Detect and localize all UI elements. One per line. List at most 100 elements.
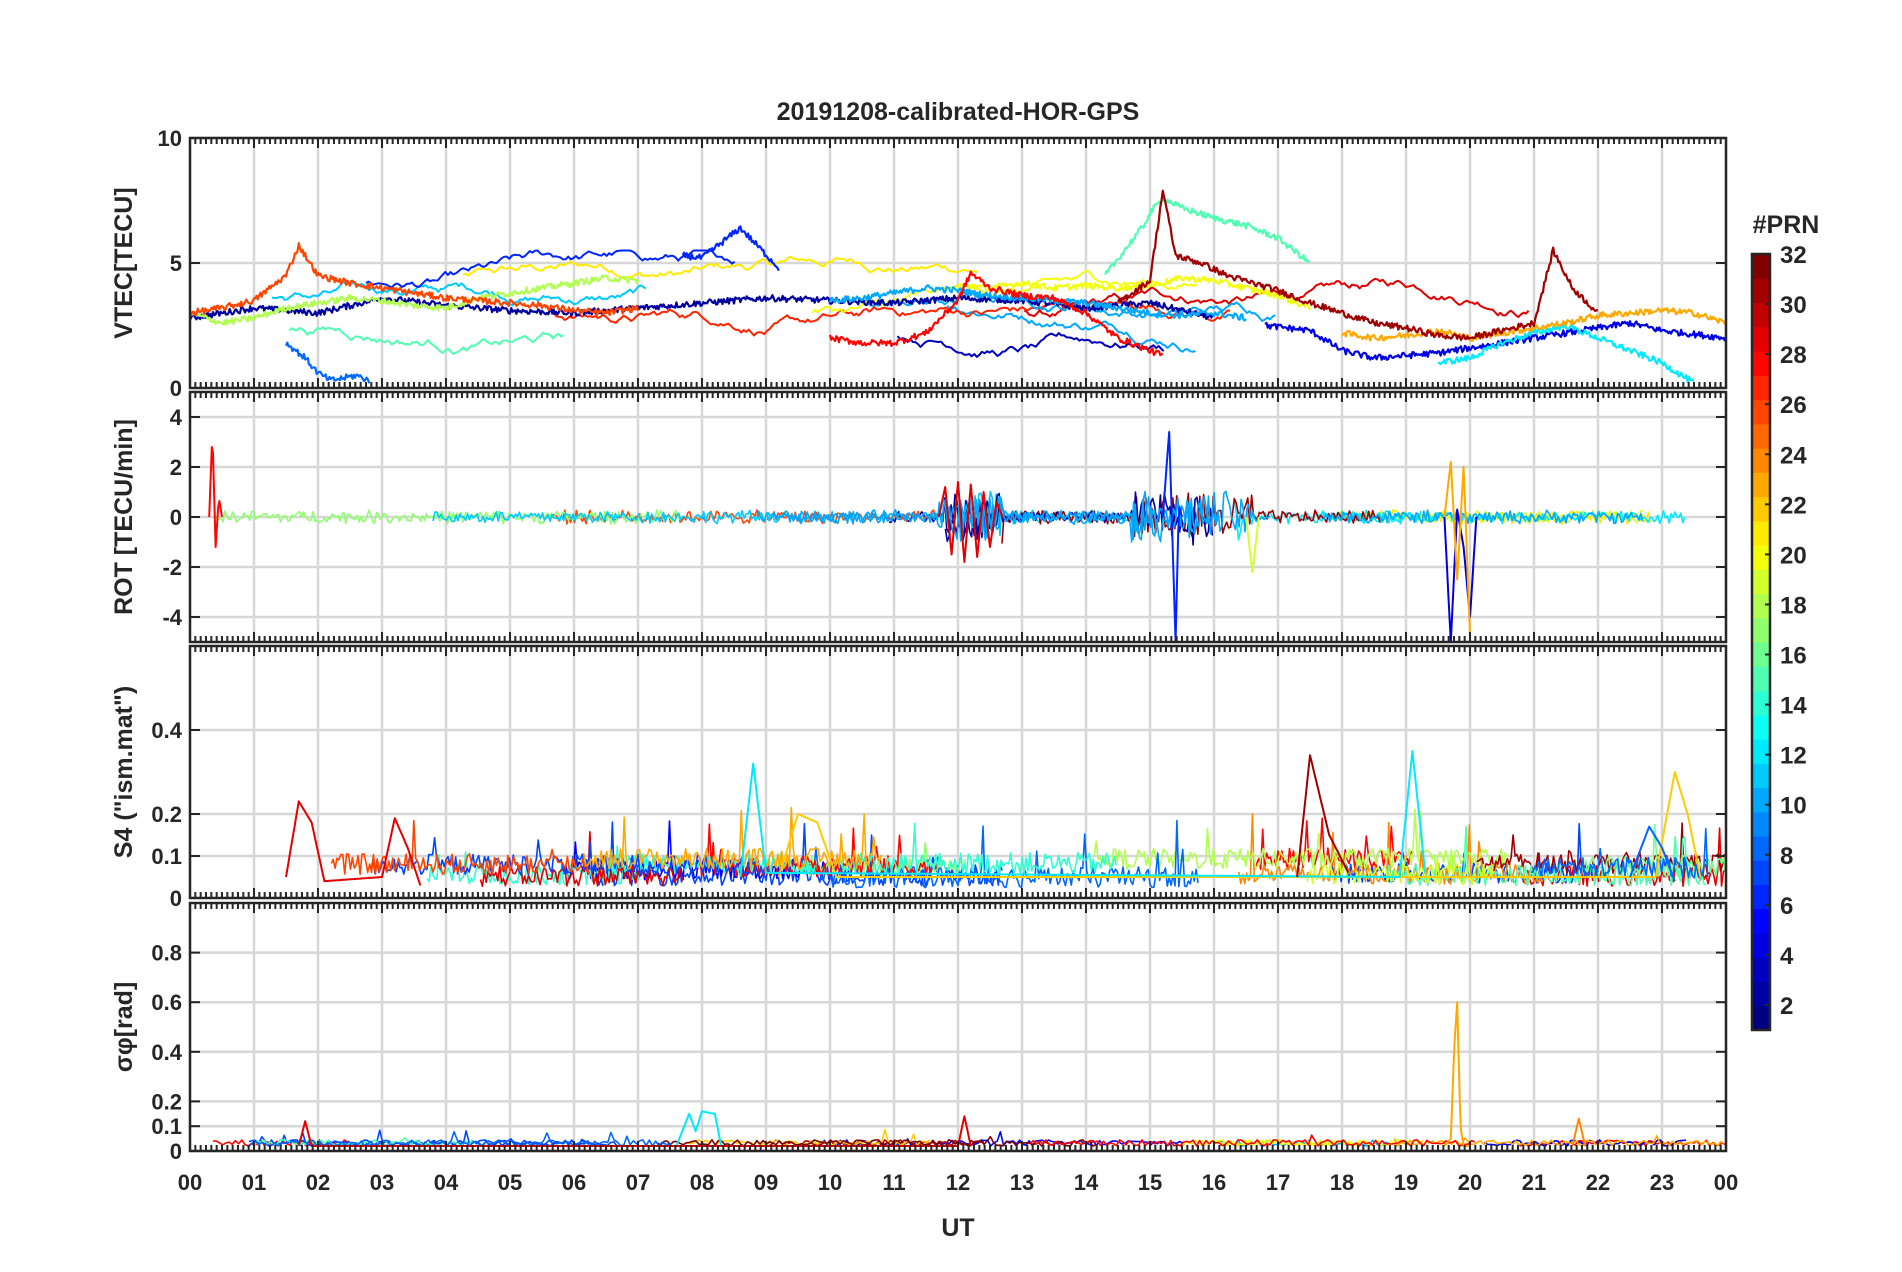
x-tick-label: 03	[370, 1170, 394, 1195]
vtec-trace	[551, 300, 1231, 337]
x-tick-label: 08	[690, 1170, 714, 1195]
colorbar-tick-label: 32	[1780, 242, 1807, 269]
series-prn-10	[828, 284, 1247, 322]
colorbar-tick-label: 4	[1780, 943, 1794, 970]
series-prn-20	[957, 274, 1311, 311]
x-tick-label: 17	[1266, 1170, 1290, 1195]
x-tick-label: 15	[1138, 1170, 1162, 1195]
x-tick-label: 09	[754, 1170, 778, 1195]
colorbar-tick-label: 6	[1780, 893, 1793, 920]
colorbar-segment	[1752, 908, 1770, 934]
x-tick-label: 23	[1650, 1170, 1674, 1195]
series-prn-28	[208, 446, 223, 548]
s4-trace	[330, 819, 590, 876]
vtec-trace	[271, 280, 647, 307]
colorbar-segment	[1752, 278, 1770, 304]
colorbar-segment	[1752, 690, 1770, 716]
series-prn-4	[1264, 320, 1726, 361]
y-tick-label: 0	[170, 1139, 182, 1164]
colorbar-segment	[1752, 714, 1770, 740]
series-prn-8	[1629, 825, 1676, 882]
x-tick-label: 16	[1202, 1170, 1226, 1195]
x-tick-label: 00	[178, 1170, 202, 1195]
colorbar-tick-label: 30	[1780, 292, 1807, 319]
y-tick-label: 0	[170, 376, 182, 401]
x-tick-label: 01	[242, 1170, 266, 1195]
colorbar-segment	[1752, 884, 1770, 910]
series-prn-18	[190, 274, 640, 326]
colorbar-segment	[1752, 957, 1770, 983]
series-prn-15	[1104, 196, 1311, 276]
y-tick-label: 0.6	[151, 990, 182, 1015]
series-prn-29	[297, 1115, 972, 1147]
colorbar-segment	[1752, 981, 1770, 1007]
y-tick-label: 0	[170, 505, 182, 530]
y-tick-label: 0.1	[151, 1114, 182, 1139]
colorbar-tick-label: 12	[1780, 743, 1807, 770]
s4-trace	[479, 831, 685, 888]
series-prn-22	[777, 771, 1702, 878]
series-prn-23	[1443, 461, 1471, 635]
x-tick-label: 05	[498, 1170, 522, 1195]
colorbar-segment	[1752, 787, 1770, 813]
plot-area	[285, 750, 1726, 889]
y-tick-label: 4	[170, 405, 183, 430]
x-axis-label: UT	[941, 1214, 974, 1242]
series-prn-12	[1437, 322, 1695, 383]
sigma-phi-trace	[1029, 1134, 1476, 1147]
colorbar-segment	[1752, 860, 1770, 886]
y-axis-label: σφ[rad]	[110, 982, 138, 1073]
colorbar-tick-label: 10	[1780, 793, 1807, 820]
vtec-trace	[811, 269, 1198, 314]
colorbar-segment	[1752, 666, 1770, 692]
x-tick-label: 07	[626, 1170, 650, 1195]
colorbar-frame	[1750, 252, 1772, 1032]
colorbar-segment	[1752, 254, 1770, 279]
s4-trace	[1093, 808, 1508, 870]
y-tick-label: 10	[158, 126, 182, 151]
x-tick-label: 12	[946, 1170, 970, 1195]
colorbar-segment	[1752, 545, 1770, 570]
colorbar-tick-label: 24	[1780, 442, 1807, 469]
series-prn-29	[285, 800, 422, 886]
y-tick-label: 0.4	[151, 718, 182, 743]
colorbar-segment	[1752, 593, 1770, 619]
colorbar-segment	[1752, 642, 1770, 667]
s4-trace	[1531, 828, 1709, 879]
plot-area	[190, 189, 1726, 384]
y-axis-label: VTEC[TECU]	[110, 187, 138, 338]
colorbar-segment	[1752, 472, 1770, 498]
x-tick-label: 19	[1394, 1170, 1418, 1195]
rot-trace	[1233, 501, 1422, 541]
colorbar-segment	[1752, 375, 1770, 401]
y-tick-label: 0.4	[151, 1040, 182, 1065]
x-tick-label: 22	[1586, 1170, 1610, 1195]
series-prn-28	[828, 270, 1164, 357]
series-prn-6	[1161, 431, 1183, 642]
sigma-phi-trace	[1393, 1134, 1725, 1147]
y-tick-label: 0	[170, 886, 182, 911]
colorbar-segment	[1752, 399, 1770, 425]
colorbar-segment	[1752, 326, 1770, 352]
colorbar-segment	[1752, 569, 1770, 595]
x-tick-label: 20	[1458, 1170, 1482, 1195]
series-prn-8	[284, 341, 371, 384]
plot-area	[208, 431, 1686, 642]
x-tick-label: 02	[306, 1170, 330, 1195]
series-prn-31	[1296, 754, 1350, 878]
y-tick-label: 5	[170, 251, 182, 276]
s4-trace	[583, 806, 883, 870]
vtec-trace	[946, 305, 1196, 353]
s4-trace	[833, 822, 1118, 875]
series-prn-24	[1571, 1117, 1587, 1147]
plot-area	[213, 1001, 1726, 1147]
rot-trace	[432, 509, 780, 525]
colorbar-segment	[1752, 448, 1770, 473]
x-tick-label: 14	[1074, 1170, 1099, 1195]
colorbar-segment	[1752, 302, 1770, 328]
rot-trace	[1323, 509, 1644, 525]
y-tick-label: 0.8	[151, 941, 182, 966]
